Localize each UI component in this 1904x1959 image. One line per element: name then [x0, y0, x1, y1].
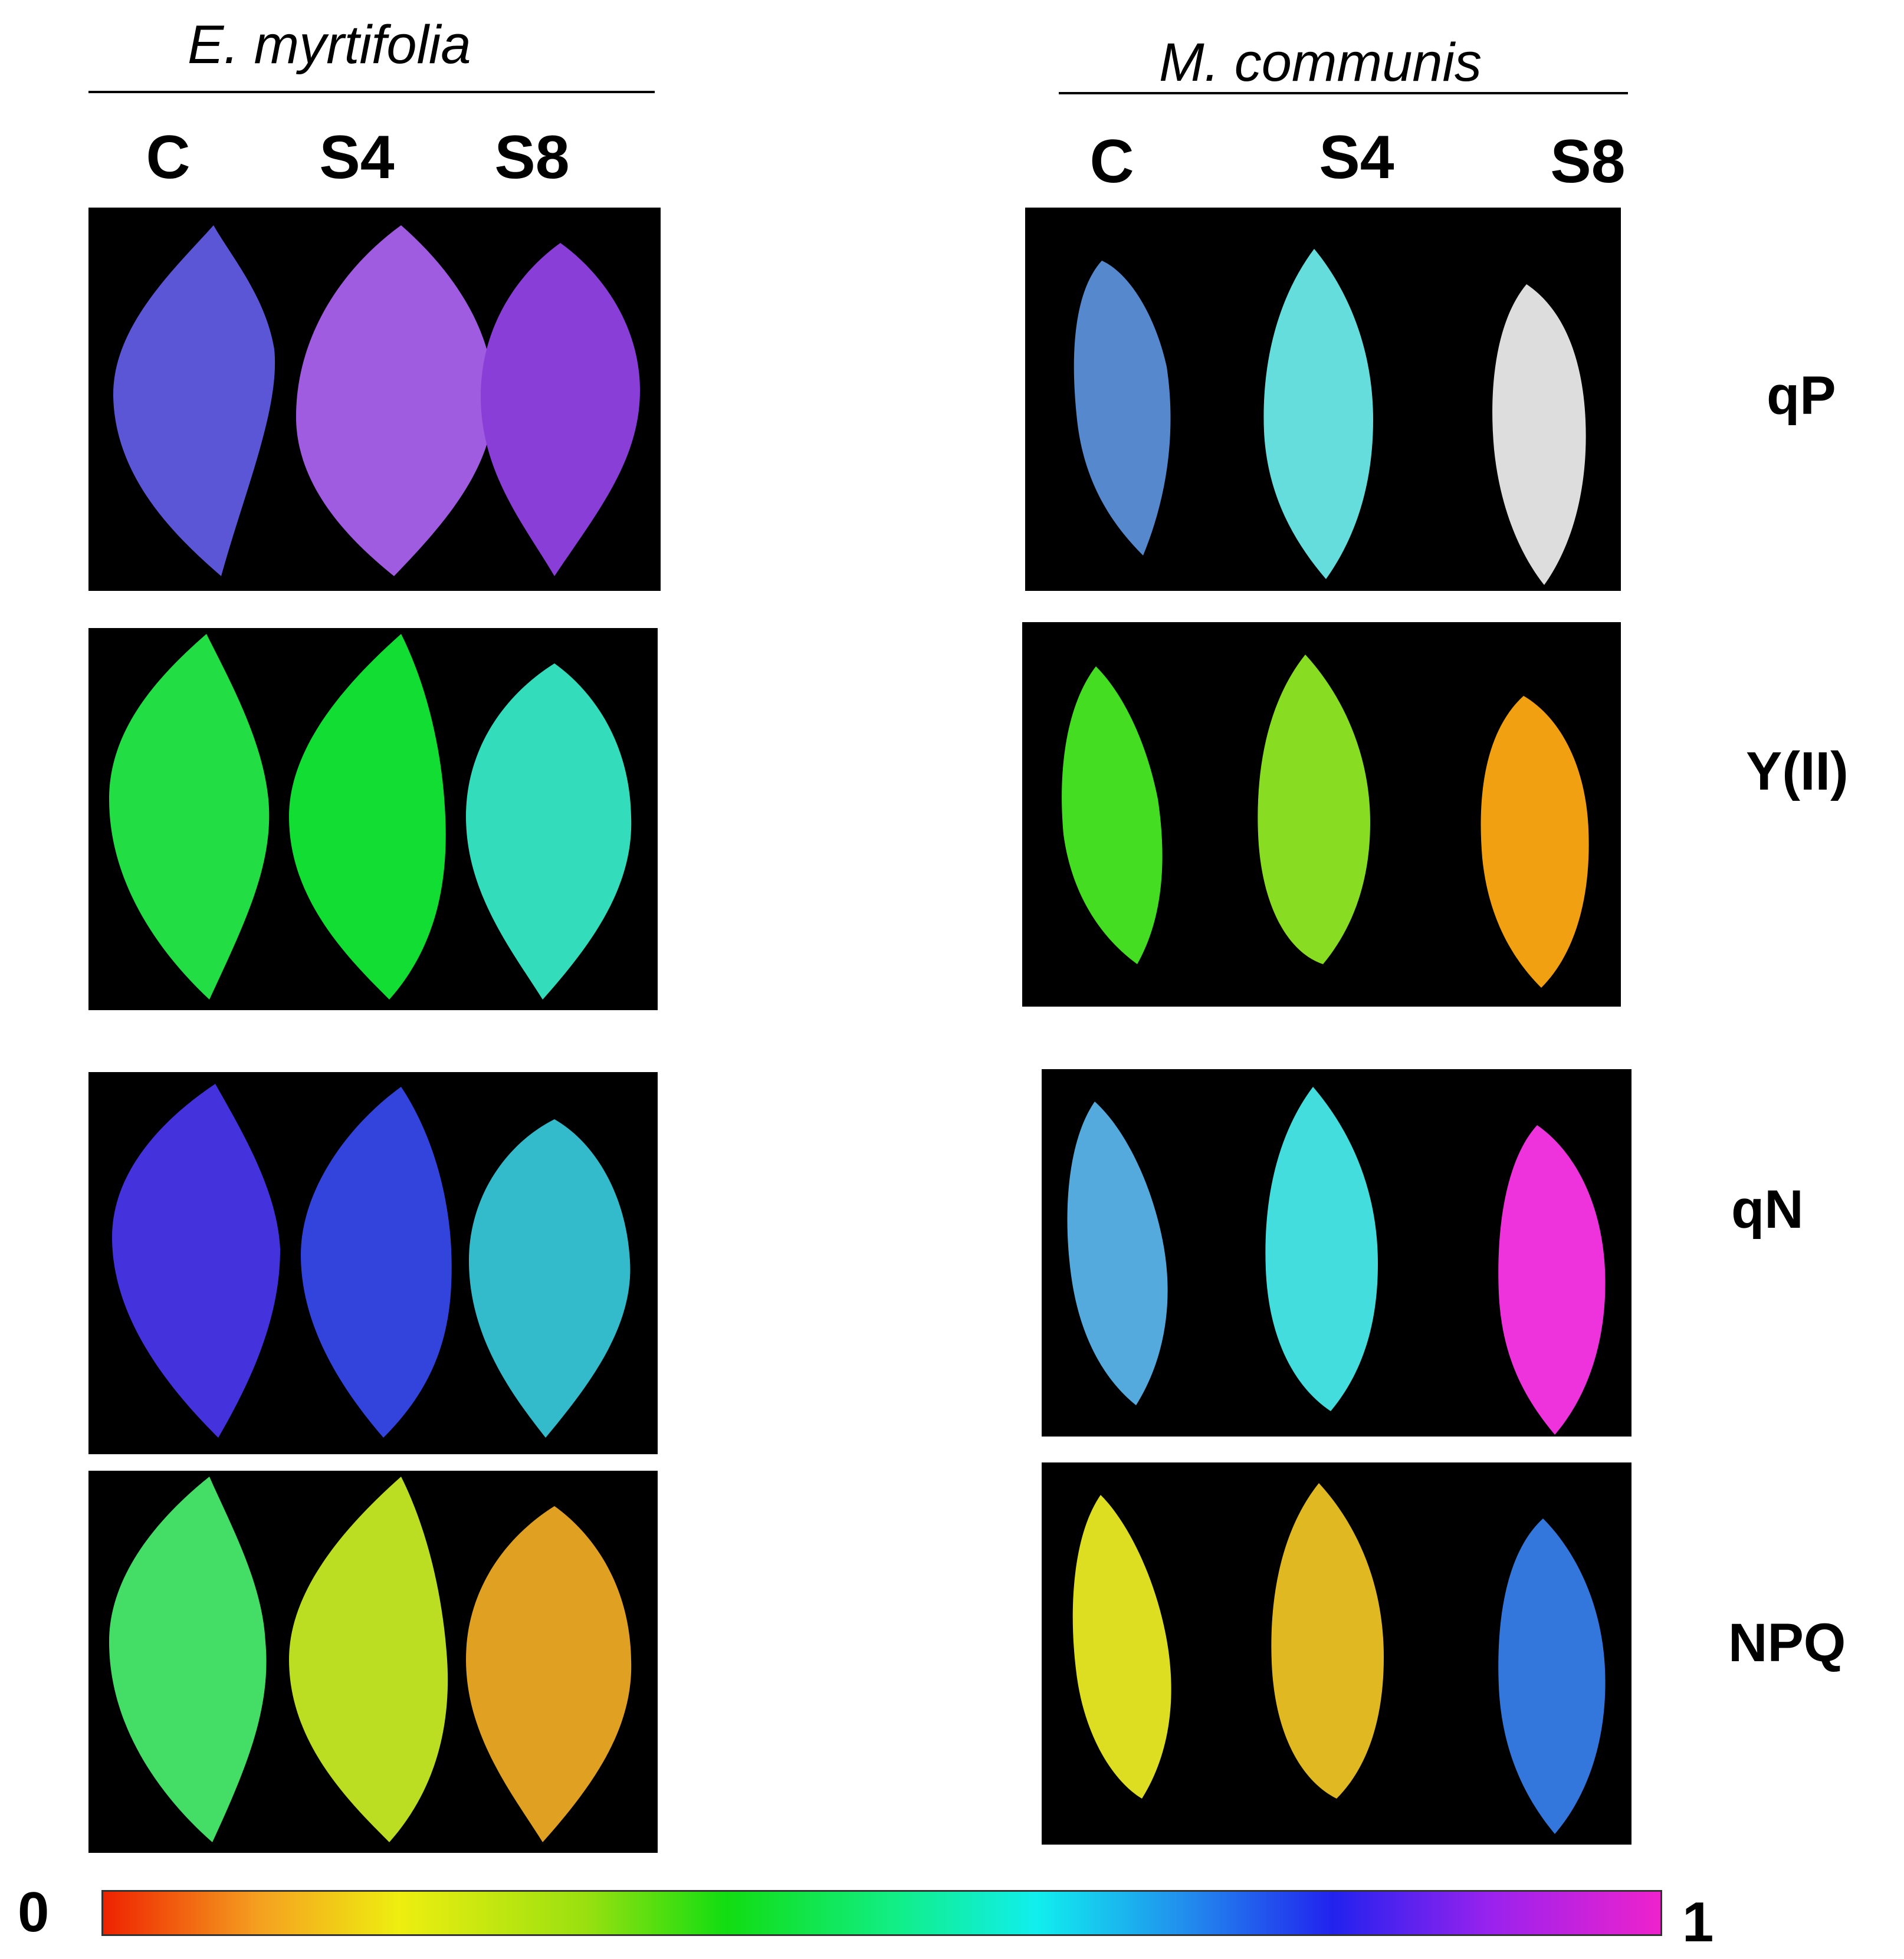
- panel-em-YII: [88, 628, 658, 1010]
- colorbar-min-label: 0: [18, 1881, 50, 1944]
- leaf-mc-qN-s8: [1498, 1125, 1606, 1435]
- leaf-mc-YII-c: [1062, 666, 1163, 964]
- leaf-em-qN-s8: [469, 1119, 631, 1438]
- leaf-mc-qP-s8: [1492, 284, 1586, 585]
- column-label-mc-s4: S4: [1319, 123, 1394, 192]
- row-label-qP: qP: [1767, 366, 1836, 426]
- row-label-YII: Y(II): [1746, 741, 1849, 801]
- column-label-em-s8: S8: [494, 123, 570, 192]
- column-label-mc-c: C: [1089, 127, 1134, 196]
- panel-mc-qN: [1042, 1069, 1631, 1437]
- panel-mc-qP: [1025, 208, 1621, 591]
- leaf-mc-qN-c: [1067, 1102, 1168, 1405]
- column-label-em-c: C: [146, 123, 191, 192]
- leaf-mc-YII-s8: [1480, 696, 1589, 988]
- species-underline-right: [1059, 92, 1628, 94]
- leaf-em-qN-s4: [301, 1087, 452, 1438]
- column-label-mc-s8: S8: [1550, 127, 1626, 196]
- leaf-mc-qP-s4: [1263, 249, 1373, 579]
- column-label-em-s4: S4: [319, 123, 395, 192]
- panel-em-NPQ: [88, 1471, 658, 1853]
- leaf-em-NPQ-s4: [289, 1477, 448, 1842]
- leaf-mc-NPQ-c: [1072, 1495, 1171, 1799]
- species-underline-left: [88, 91, 655, 93]
- panel-em-qN: [88, 1072, 658, 1454]
- leaf-em-YII-s8: [466, 663, 632, 1000]
- leaf-em-qP-s4: [296, 225, 495, 576]
- leaf-mc-YII-s4: [1258, 655, 1370, 964]
- panel-em-qP: [88, 208, 661, 591]
- leaf-em-qP-c: [113, 225, 275, 576]
- species-title-e-myrtifolia: E. myrtifolia: [188, 15, 471, 75]
- leaf-em-qP-s8: [481, 243, 640, 576]
- leaf-em-NPQ-s8: [466, 1506, 632, 1842]
- row-label-NPQ: NPQ: [1728, 1613, 1846, 1673]
- colorbar: [101, 1890, 1662, 1936]
- panel-mc-NPQ: [1042, 1462, 1631, 1845]
- leaf-em-qN-c: [112, 1084, 280, 1438]
- leaf-em-YII-c: [109, 634, 270, 1000]
- leaf-mc-qN-s4: [1265, 1087, 1378, 1411]
- species-title-m-communis: M. communis: [1159, 32, 1482, 93]
- leaf-mc-NPQ-s8: [1498, 1518, 1606, 1834]
- leaf-em-YII-s4: [289, 634, 446, 1000]
- colorbar-max-label: 1: [1682, 1891, 1714, 1954]
- leaf-mc-qP-c: [1074, 261, 1171, 556]
- leaf-em-NPQ-c: [109, 1477, 267, 1842]
- leaf-mc-NPQ-s4: [1271, 1483, 1384, 1799]
- panel-mc-YII: [1022, 622, 1621, 1007]
- row-label-qN: qN: [1731, 1179, 1804, 1240]
